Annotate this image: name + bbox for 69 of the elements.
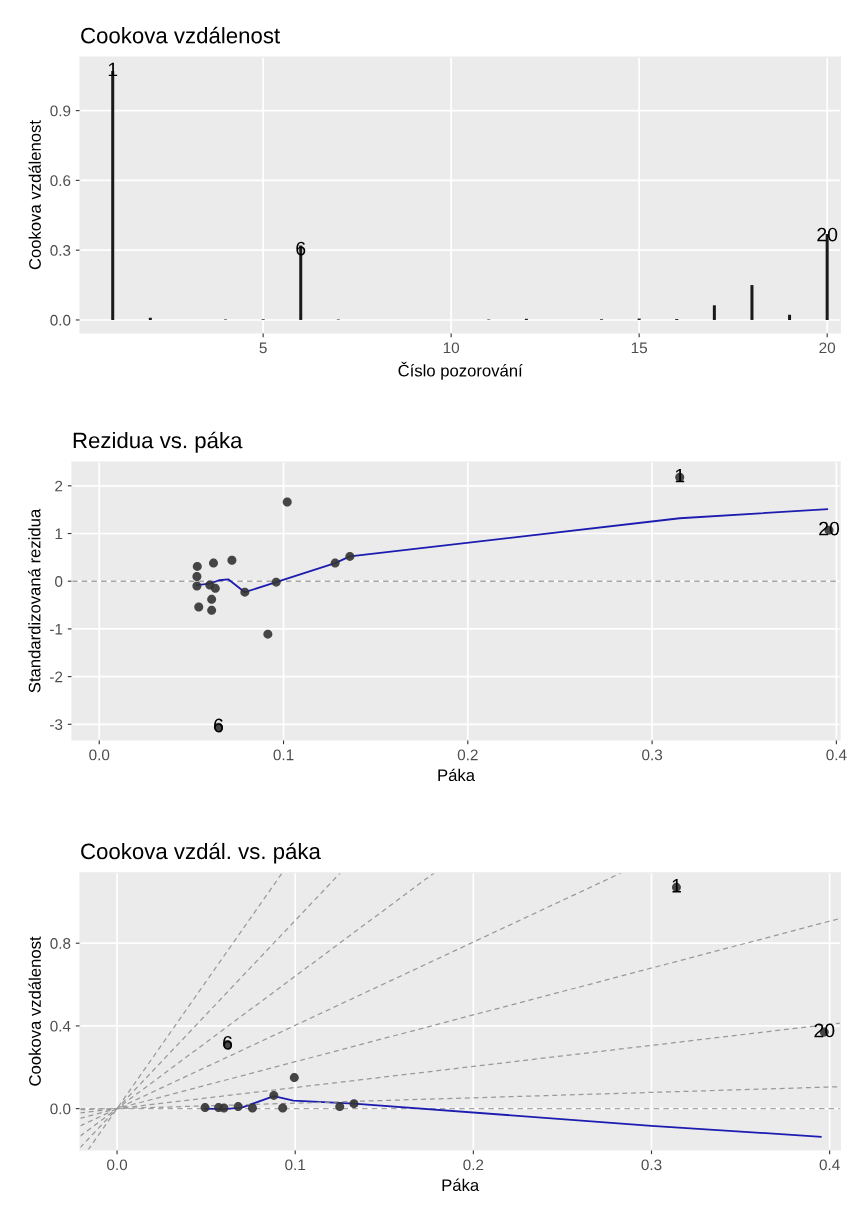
y-tick-label: 0 [55,576,63,587]
point [240,587,250,597]
point [247,1103,257,1113]
x-tick-label: 0.0 [89,749,110,761]
x-tick-label: 0.3 [641,1159,662,1171]
x-tick-label: 0.1 [273,749,294,761]
x-tick-label: 0.3 [642,749,663,761]
point [192,561,202,571]
point [345,551,355,561]
point [210,583,220,593]
point [207,605,217,615]
y-tick-label: 2 [55,480,63,492]
annotation: 20 [819,521,840,536]
annotation: 1 [108,62,118,77]
y-tick-label: 0.8 [50,938,71,949]
point [278,1103,288,1113]
x-axis-title: Páka [438,768,476,782]
point [282,497,292,507]
y-tick-label: -1 [50,623,63,635]
y-tick-label: 0.0 [50,314,71,326]
y-axis-title: Cookova vzdálenost [28,120,41,270]
annotation: 1 [672,879,681,893]
y-tick-label: 0.4 [50,1020,71,1032]
x-axis-title: Číslo pozorování [398,361,523,380]
y-tick-label: 0.6 [50,175,71,187]
y-tick-label: 0.3 [50,245,71,256]
x-tick-label: 20 [819,342,836,354]
bar [788,314,792,320]
x-tick-label: 0.4 [826,749,847,761]
bar [712,305,716,320]
annotation: 20 [817,227,838,242]
point [330,558,340,568]
point [335,1102,345,1112]
x-axis-title: Páka [442,1178,480,1192]
x-tick-label: 10 [443,342,460,354]
point [271,577,281,587]
x-tick-label: 0.4 [819,1159,840,1171]
chart-title: Rezidua vs. páka [73,431,243,453]
y-tick-label: -2 [50,671,63,683]
point [192,581,202,591]
y-tick-label: 1 [55,528,63,540]
point [209,558,218,568]
y-tick-label: -3 [50,719,63,730]
point [227,555,237,565]
bar [750,285,754,320]
x-tick-label: 5 [259,342,267,354]
point [349,1099,359,1109]
y-axis-title: Standardizovaná rezidua [28,508,41,693]
x-tick-label: 15 [631,342,648,354]
x-tick-label: 0.2 [457,749,478,761]
y-tick-label: 0.0 [50,1103,71,1115]
point [219,1103,229,1113]
annotation: 6 [296,241,306,256]
point [194,602,204,612]
x-tick-label: 0.2 [463,1159,484,1171]
x-tick-label: 0.1 [285,1159,306,1171]
point [233,1102,243,1112]
chart-title: Cookova vzdál. vs. páka [81,842,321,864]
point [200,1103,210,1113]
y-tick-label: 0.9 [50,105,71,117]
point [263,629,273,639]
point [192,571,202,581]
point [207,594,217,604]
annotation: 20 [814,1023,835,1038]
y-axis-title: Cookova vzdálenost [28,936,41,1086]
point [269,1090,279,1100]
x-tick-label: 0.0 [107,1159,128,1171]
chart-title: Cookova vzdálenost [81,26,280,44]
point [289,1073,299,1083]
